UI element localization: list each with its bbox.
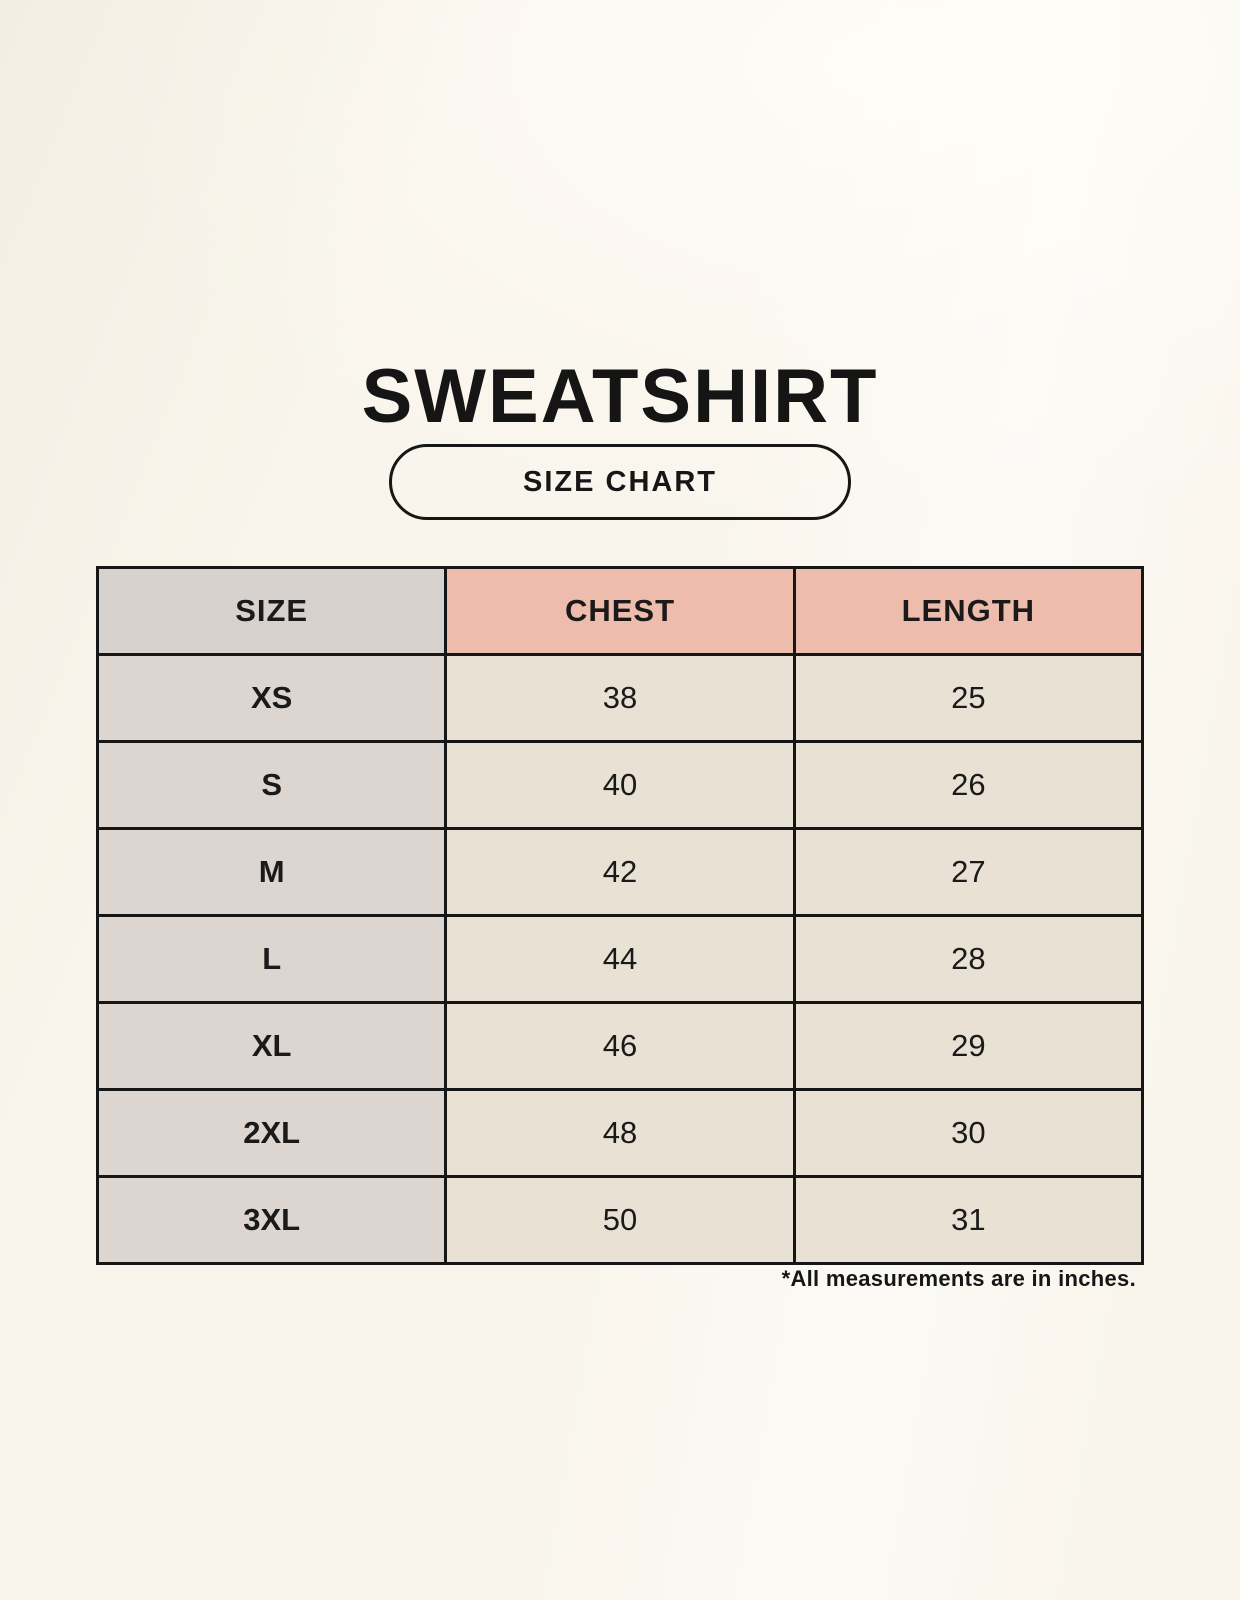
length-cell: 28: [792, 914, 1145, 1004]
page-title: SWEATSHIRT: [361, 353, 879, 439]
size-table-container: SIZE CHEST LENGTH XS 38 25 S 40 26 M 42 …: [95, 566, 1145, 1265]
chest-cell: 38: [444, 653, 796, 743]
length-cell: 25: [792, 653, 1145, 743]
size-cell: 3XL: [95, 1175, 448, 1265]
chest-cell: 48: [444, 1088, 796, 1178]
size-cell: L: [95, 914, 448, 1004]
measurements-footnote: *All measurements are in inches.: [781, 1266, 1136, 1291]
table-row: S 40 26: [95, 740, 1145, 830]
length-cell: 31: [792, 1175, 1145, 1265]
table-row: XS 38 25: [95, 653, 1145, 743]
table-row: M 42 27: [95, 827, 1145, 917]
size-chart-badge-label: SIZE CHART: [523, 465, 717, 498]
table-row: 3XL 50 31: [95, 1175, 1145, 1265]
col-header-chest: CHEST: [444, 566, 796, 656]
size-cell: M: [95, 827, 448, 917]
chest-cell: 42: [444, 827, 796, 917]
size-cell: 2XL: [95, 1088, 448, 1178]
size-table: SIZE CHEST LENGTH XS 38 25 S 40 26 M 42 …: [95, 566, 1145, 1265]
table-row: 2XL 48 30: [95, 1088, 1145, 1178]
length-cell: 26: [792, 740, 1145, 830]
size-cell: XS: [95, 653, 448, 743]
chest-cell: 50: [444, 1175, 796, 1265]
length-cell: 30: [792, 1088, 1145, 1178]
table-header-row: SIZE CHEST LENGTH: [95, 566, 1145, 656]
table-row: L 44 28: [95, 914, 1145, 1004]
table-row: XL 46 29: [95, 1001, 1145, 1091]
size-cell: XL: [95, 1001, 448, 1091]
col-header-length: LENGTH: [792, 566, 1145, 656]
chest-cell: 40: [444, 740, 796, 830]
length-cell: 29: [792, 1001, 1145, 1091]
chest-cell: 46: [444, 1001, 796, 1091]
size-cell: S: [95, 740, 448, 830]
col-header-size: SIZE: [95, 566, 448, 656]
chest-cell: 44: [444, 914, 796, 1004]
size-chart-badge: SIZE CHART: [389, 444, 851, 520]
length-cell: 27: [792, 827, 1145, 917]
